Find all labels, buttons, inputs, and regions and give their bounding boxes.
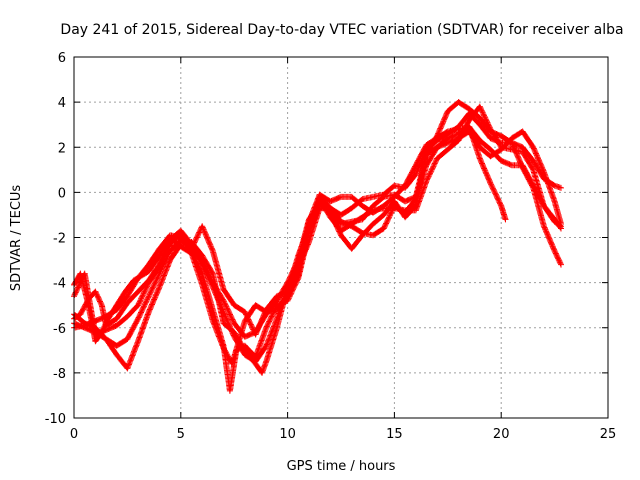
- series-2-markers: [71, 128, 564, 394]
- y-axis: -10 -8 -6 -4 -2 0 2 4 6: [45, 51, 608, 427]
- x-axis: 0 5 10 15 20 25: [70, 57, 616, 442]
- x-tick-label: 25: [600, 427, 617, 442]
- x-tick-label: 10: [279, 427, 296, 442]
- y-tick-label: -4: [53, 277, 66, 292]
- x-axis-title: GPS time / hours: [287, 459, 396, 474]
- data-series: [71, 99, 564, 394]
- x-tick-label: 0: [70, 427, 78, 442]
- y-tick-label: 4: [58, 96, 66, 111]
- x-tick-label: 20: [493, 427, 510, 442]
- plot-area-border: [73, 56, 609, 419]
- y-tick-label: -6: [53, 322, 66, 337]
- y-tick-label: -10: [45, 412, 66, 427]
- series-6-markers: [71, 123, 564, 367]
- series-4-markers: [71, 123, 509, 376]
- series-6: [71, 123, 564, 367]
- y-tick-label: -2: [53, 232, 66, 247]
- series-4: [71, 123, 509, 376]
- y-tick-label: 6: [58, 51, 66, 66]
- x-tick-label: 15: [386, 427, 403, 442]
- y-tick-label: -8: [53, 367, 66, 382]
- chart-title: Day 241 of 2015, Sidereal Day-to-day VTE…: [60, 22, 623, 38]
- x-tick-label: 5: [177, 427, 185, 442]
- y-tick-label: 2: [58, 141, 66, 156]
- y-tick-label: 0: [58, 186, 66, 201]
- y-axis-title: SDTVAR / TECUs: [9, 185, 24, 292]
- series-2: [71, 128, 564, 394]
